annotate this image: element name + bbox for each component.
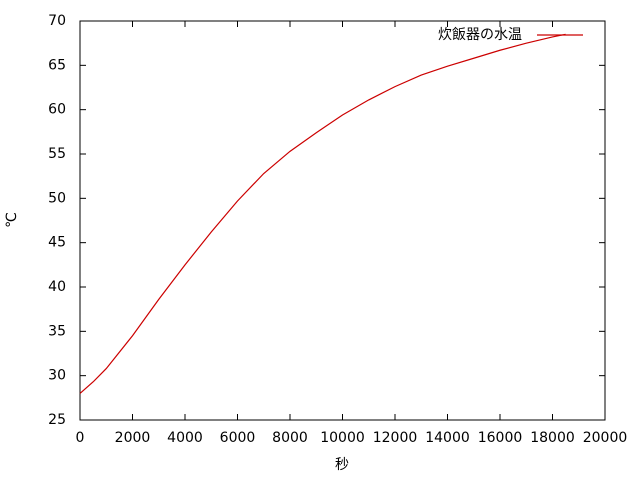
x-tick-label: 20000	[583, 430, 628, 446]
plot-border	[79, 20, 606, 421]
y-tick-label: 50	[48, 190, 66, 206]
y-tick-label: 70	[48, 13, 66, 29]
x-tick-label: 12000	[373, 430, 418, 446]
y-tick-label: 25	[48, 412, 66, 428]
y-tick-label: 40	[48, 279, 66, 295]
y-tick-label: 35	[48, 323, 66, 339]
x-tick-label: 2000	[115, 430, 151, 446]
x-tick-label: 16000	[478, 430, 523, 446]
x-tick-label: 18000	[530, 430, 575, 446]
data-line	[79, 33, 566, 394]
x-tick-label: 10000	[320, 430, 365, 446]
y-tick-label: 60	[48, 102, 66, 118]
x-tick-label: 8000	[272, 430, 308, 446]
x-tick-label: 4000	[167, 430, 203, 446]
y-tick-label: 45	[48, 235, 66, 251]
x-tick-label: 14000	[425, 430, 470, 446]
y-tick-label: 65	[48, 57, 66, 73]
x-axis-label: 秒	[335, 457, 349, 473]
y-axis-label: ℃	[4, 212, 20, 228]
legend-label: 炊飯器の水温	[438, 26, 522, 43]
y-tick-label: 55	[48, 146, 66, 162]
x-tick-label: 6000	[220, 430, 256, 446]
x-tick-label: 0	[76, 430, 85, 446]
y-tick-label: 30	[48, 368, 66, 384]
